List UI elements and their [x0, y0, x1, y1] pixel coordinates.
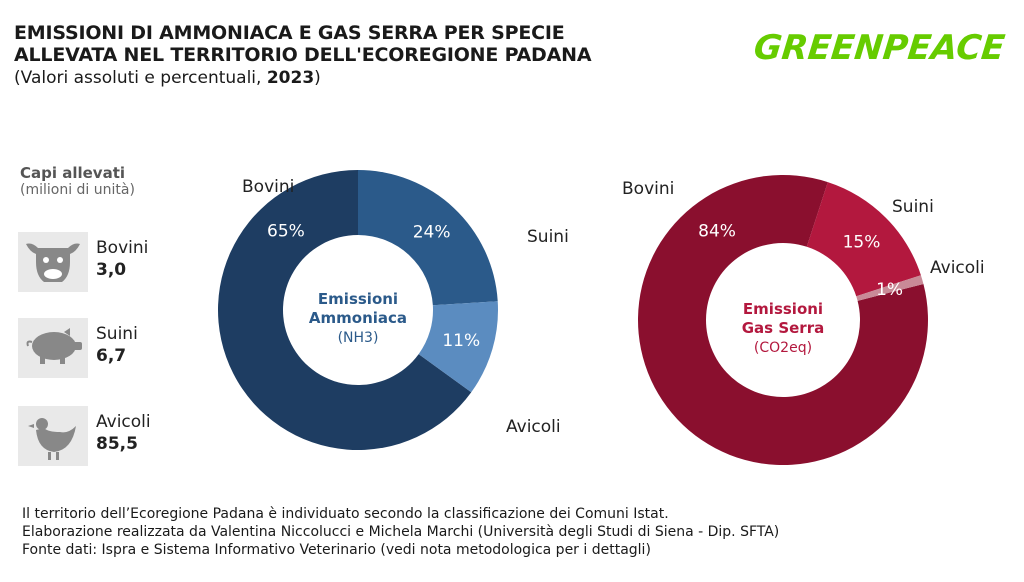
pig-icon	[18, 318, 88, 378]
slice-category-label: Bovini	[242, 177, 294, 197]
chicken-icon	[18, 406, 88, 466]
slice-category-label: Suini	[892, 197, 934, 217]
chart-subtitle: (Valori assoluti e percentuali, 2023)	[14, 67, 321, 89]
slice-percent-label: 24%	[413, 223, 451, 243]
footer-line-3: Fonte dati: Ispra e Sistema Informativo …	[22, 542, 651, 558]
animal-name: Avicoli	[96, 412, 151, 432]
animal-name: Suini	[96, 324, 138, 344]
donut-slice-bovini	[638, 175, 928, 466]
donut-center-title-2: Ammoniaca	[309, 309, 407, 327]
subtitle-year: 2023	[266, 68, 315, 88]
donut-slice-avicoli	[418, 301, 498, 393]
slice-percent-label: 65%	[267, 221, 305, 241]
animal-name: Bovini	[96, 238, 149, 258]
capi-unit: (milioni di unità)	[20, 182, 135, 198]
subtitle-suffix: )	[314, 68, 321, 88]
subtitle-prefix: (Valori assoluti e percentuali,	[14, 68, 267, 88]
donut-center-sub: (NH3)	[338, 330, 379, 346]
donut-slice-bovini	[217, 170, 472, 451]
animal-suini: Suini 6,7	[18, 318, 188, 378]
slice-category-label: Suini	[527, 227, 569, 247]
animal-value: 85,5	[96, 434, 138, 454]
animal-bovini: Bovini 3,0	[18, 232, 188, 292]
slice-percent-label: 15%	[843, 233, 881, 253]
slice-percent-label: 1%	[876, 280, 903, 300]
slice-category-label: Avicoli	[506, 417, 561, 437]
footer-notes: Il territorio dell’Ecoregione Padana è i…	[22, 505, 779, 559]
donut-slice-suini	[806, 182, 921, 297]
cow-icon	[18, 232, 88, 292]
capi-title: Capi allevati	[20, 164, 126, 182]
donut-slice-suini	[358, 170, 498, 306]
donut-slice-avicoli	[856, 275, 924, 301]
footer-line-1: Il territorio dell’Ecoregione Padana è i…	[22, 506, 669, 522]
slice-percent-label: 84%	[698, 222, 736, 242]
slice-category-label: Bovini	[622, 179, 674, 199]
title-line-2: ALLEVATA NEL TERRITORIO DELL'ECOREGIONE …	[14, 44, 592, 66]
animal-value: 3,0	[96, 260, 127, 280]
chart-title: EMISSIONI DI AMMONIACA E GAS SERRA PER S…	[14, 22, 592, 66]
slice-percent-label: 11%	[442, 331, 480, 351]
donut-center-title: Emissioni	[318, 290, 398, 308]
title-line-1: EMISSIONI DI AMMONIACA E GAS SERRA PER S…	[14, 22, 565, 44]
donut-center-title-2: Gas Serra	[742, 319, 824, 337]
animal-value: 6,7	[96, 346, 127, 366]
donut-center-sub: (CO2eq)	[754, 340, 812, 356]
slice-category-label: Avicoli	[930, 258, 985, 278]
animal-avicoli: Avicoli 85,5	[18, 406, 188, 466]
footer-line-2: Elaborazione realizzata da Valentina Nic…	[22, 524, 780, 540]
donut-center-title: Emissioni	[743, 300, 823, 318]
